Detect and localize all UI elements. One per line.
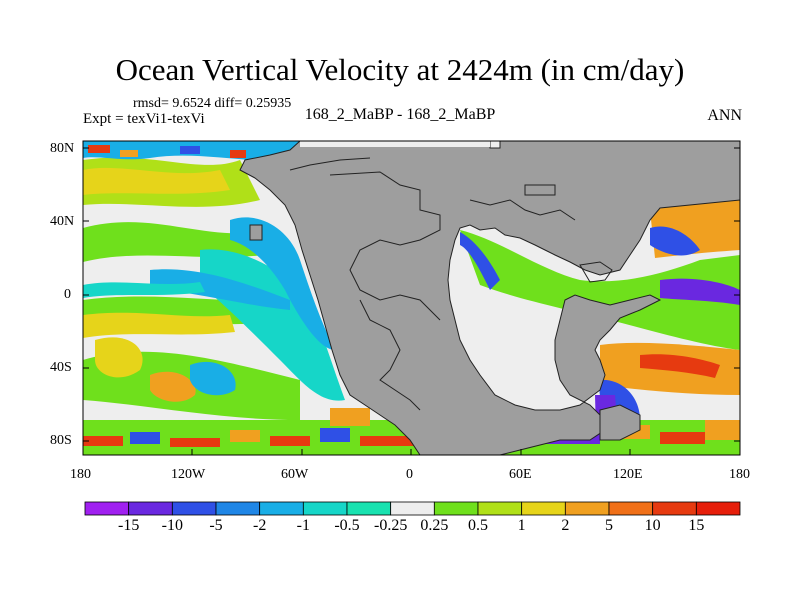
lat-tick-marks	[83, 147, 740, 442]
colorbar-box-6	[346, 501, 392, 516]
equatorial-cyan-streak	[83, 282, 205, 298]
arctic-orange-patch	[120, 150, 138, 157]
southern-red-patch-2	[170, 438, 220, 447]
colorbar-box-4	[259, 501, 304, 516]
interior-outline-5	[289, 157, 371, 171]
arctic-red-patch-1	[88, 145, 110, 153]
east-pacific-blue-region	[230, 217, 335, 350]
interior-outline-1	[329, 171, 441, 321]
colorbar-label-10: 2	[561, 517, 570, 534]
lat-tick-80s: 80S	[50, 433, 72, 448]
colorbar-box-13	[652, 501, 697, 516]
map-title: Ocean Vertical Velocity at 2424m (in cm/…	[115, 52, 685, 87]
atlantic-green-region	[460, 230, 740, 350]
colorbar-label-4: -1	[296, 517, 310, 534]
colorbar-label-5: -0.5	[334, 517, 360, 534]
southern-orange-patch-2	[330, 408, 370, 426]
lon-tick-60e: 60E	[509, 467, 532, 482]
interior-outline-3	[469, 199, 576, 221]
southern-blue-patch-1	[130, 432, 160, 444]
lat-tick-80n: 80N	[50, 141, 75, 156]
pacific-yellow-band	[83, 312, 235, 338]
colorbar-label-13: 15	[688, 517, 705, 534]
southern-orange-patch-4	[705, 420, 740, 440]
southern-red-patch-1	[83, 436, 123, 446]
continent-landmass	[239, 141, 740, 455]
lon-tick-marks	[82, 449, 741, 455]
arctic-white-strip	[300, 141, 490, 147]
atlantic-west-blue-edge	[460, 232, 500, 290]
land-masses	[239, 141, 740, 455]
south-pacific-orange-blob	[150, 371, 196, 402]
case-comparison-label: 168_2_MaBP - 168_2_MaBP	[304, 106, 496, 123]
colorbar-label-12: 10	[644, 517, 661, 534]
colorbar-box-5	[302, 501, 348, 516]
colorbar-label-6: -0.25	[373, 517, 408, 534]
experiment-label: Expt = texVi1-texVi	[83, 111, 205, 127]
pacific-island	[249, 224, 263, 241]
colorbar-box-10	[521, 501, 566, 516]
colorbar-label-9: 1	[517, 517, 526, 534]
lon-tick-180w: 180	[70, 467, 91, 482]
colorbar-label-11: 5	[605, 517, 613, 534]
south-pacific-yellow-blob	[95, 337, 143, 378]
southern-orange-patch-1	[230, 430, 260, 442]
atlantic-purple-streak	[660, 278, 740, 305]
colorbar-box-3	[215, 501, 261, 516]
lon-tick-120w: 120W	[171, 467, 206, 482]
southern-red-patch-3	[270, 436, 310, 446]
colorbar-label-0: -15	[117, 517, 140, 534]
lat-tick-40n: 40N	[50, 214, 75, 229]
southern-red-patch-4	[360, 436, 420, 446]
lon-tick-0: 0	[406, 467, 413, 482]
colorbar-box-9	[477, 501, 523, 516]
south-pacific-blue-blob	[190, 361, 236, 396]
colorbar-box-0	[84, 501, 130, 516]
north-atlantic-blue-blob	[650, 226, 700, 256]
colorbar-box-12	[608, 501, 654, 516]
colorbar-box-14	[695, 501, 741, 516]
lon-tick-180e: 180	[729, 467, 750, 482]
season-label: ANN	[707, 107, 742, 124]
colorbar-label-8: 0.5	[468, 517, 488, 534]
colorbar-label-2: -5	[209, 517, 223, 534]
interior-lake	[524, 184, 556, 196]
colorbar	[84, 501, 741, 516]
north-pacific-yellow-band	[83, 167, 230, 195]
interior-outline-2	[359, 299, 421, 411]
lat-tick-40s: 40S	[50, 360, 72, 375]
south-atlantic-red-streak	[640, 354, 720, 378]
lon-tick-60w: 60W	[281, 467, 309, 482]
interior-outline-4	[579, 261, 613, 283]
colorbar-box-7	[390, 501, 435, 516]
rmsd-diff-stats: rmsd= 9.6524 diff= 0.25935	[133, 96, 292, 111]
colorbar-box-1	[128, 501, 173, 516]
lat-tick-0: 0	[64, 287, 71, 302]
arctic-blue-patch	[180, 146, 200, 154]
colorbar-box-8	[433, 501, 479, 516]
land-interior-outlines	[289, 157, 613, 411]
southern-red-patch-5	[660, 432, 705, 444]
southern-blue-patch-2	[320, 428, 350, 442]
southern-land-fragment	[599, 404, 641, 441]
equatorial-blue-streak	[150, 269, 290, 310]
arctic-red-patch-2	[230, 150, 246, 158]
lon-tick-120e: 120E	[613, 467, 643, 482]
colorbar-label-3: -2	[252, 517, 267, 534]
colorbar-label-7: 0.25	[420, 517, 449, 534]
colorbar-box-2	[171, 501, 217, 516]
map-field	[83, 141, 740, 455]
colorbar-box-11	[564, 501, 610, 516]
colorbar-label-1: -10	[161, 517, 183, 534]
